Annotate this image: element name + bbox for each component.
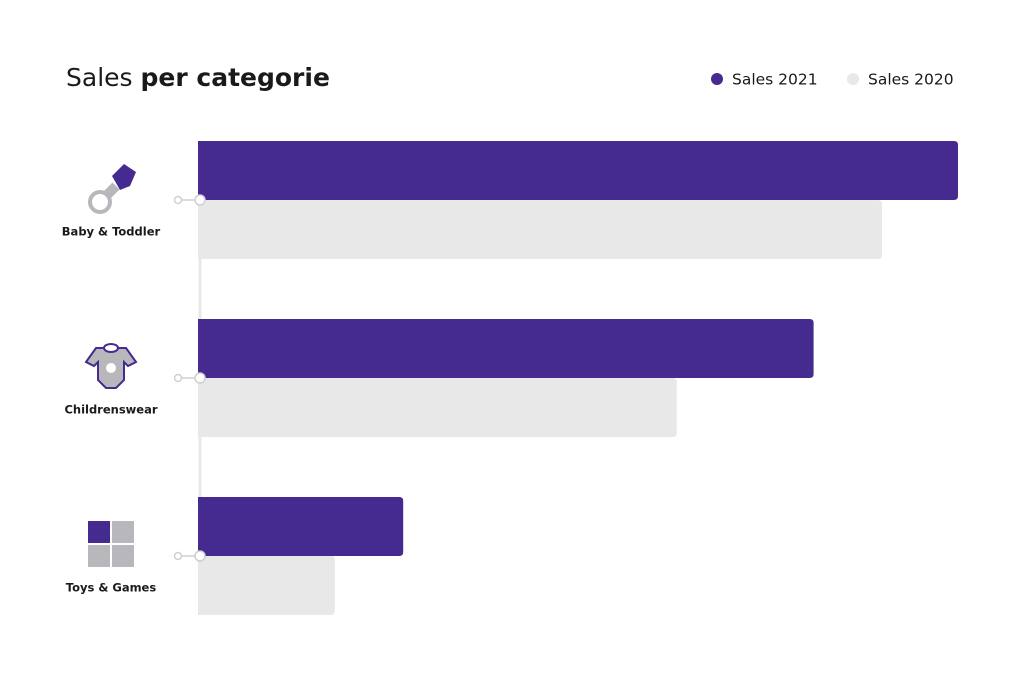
chart-title: Sales per categorie xyxy=(66,63,330,92)
legend-label: Sales 2021 xyxy=(732,71,818,89)
connector-dot xyxy=(173,551,183,561)
title-bold: per categorie xyxy=(141,63,330,92)
connector-dot xyxy=(173,373,183,383)
connector-dot xyxy=(194,194,206,206)
pacifier-icon xyxy=(88,164,136,214)
bar xyxy=(198,497,404,556)
bar xyxy=(198,141,958,200)
bar xyxy=(198,378,677,437)
connector-dot xyxy=(194,372,206,384)
legend-marker xyxy=(847,73,859,85)
connector-dot xyxy=(173,195,183,205)
category-label: Baby & Toddler xyxy=(62,225,161,239)
connector-dot xyxy=(194,550,206,562)
bar xyxy=(198,556,335,615)
puzzle-icon xyxy=(88,521,134,567)
category-label: Childrenswear xyxy=(64,403,157,417)
bodysuit-icon xyxy=(84,343,138,389)
bar xyxy=(198,200,882,259)
legend-marker xyxy=(711,73,723,85)
legend-label: Sales 2020 xyxy=(868,71,954,89)
category-label: Toys & Games xyxy=(66,581,157,595)
title-regular: Sales xyxy=(66,63,133,92)
bar xyxy=(198,319,814,378)
